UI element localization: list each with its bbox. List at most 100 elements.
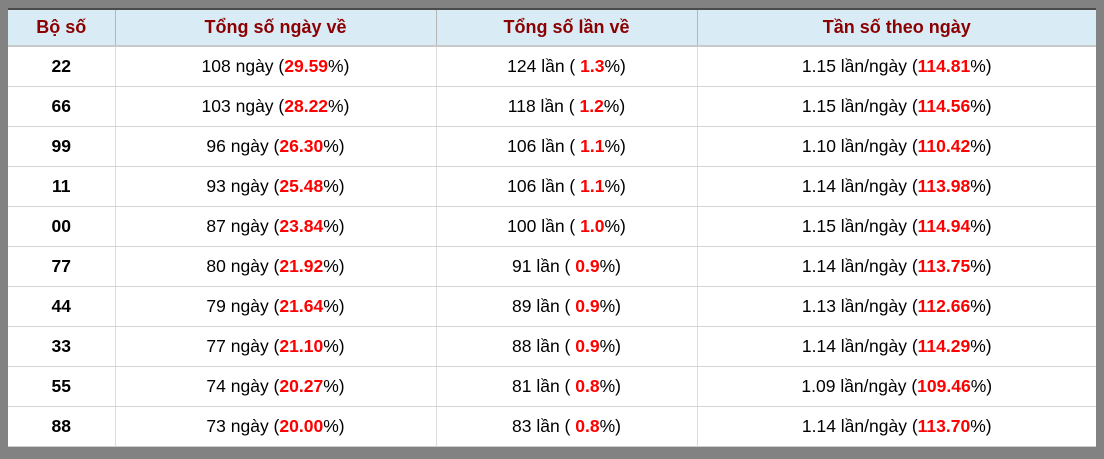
cell-number-set: 11 [8, 166, 116, 207]
cell-total-times: 118 lần ( 1.2%) [436, 86, 698, 127]
times-percent: 0.8 [575, 416, 600, 436]
table-row: 11 93 ngày (25.48%) 106 lần ( 1.1%) 1.14… [8, 166, 1096, 207]
lottery-stats-table: Bộ số Tổng số ngày về Tổng số lần về Tần… [8, 10, 1096, 447]
col-header-total-times: Tổng số lần về [436, 10, 698, 47]
number-set-value: 99 [51, 136, 71, 156]
frequency-text: 1.10 lần/ngày ( [801, 136, 918, 156]
times-percent: 0.8 [575, 376, 600, 396]
number-set-value: 88 [51, 416, 71, 436]
cell-total-times: 89 lần ( 0.9%) [436, 286, 698, 327]
cell-frequency: 1.14 lần/ngày (114.29%) [697, 326, 1096, 367]
table-row: 77 80 ngày (21.92%) 91 lần ( 0.9%) 1.14 … [8, 246, 1096, 287]
frequency-percent: 110.42 [917, 136, 971, 156]
percent-suffix: %) [604, 176, 626, 196]
cell-number-set: 99 [8, 126, 116, 167]
percent-suffix: %) [328, 56, 350, 76]
cell-total-days: 77 ngày (21.10%) [115, 326, 437, 367]
days-text: 96 ngày ( [206, 136, 280, 156]
frequency-text: 1.14 lần/ngày ( [801, 336, 918, 356]
frequency-percent: 114.56 [917, 96, 971, 116]
table-frame: Bộ số Tổng số ngày về Tổng số lần về Tần… [8, 8, 1096, 447]
times-text: 124 lần ( [507, 56, 581, 76]
times-text: 81 lần ( [512, 376, 576, 396]
frequency-text: 1.15 lần/ngày ( [801, 56, 918, 76]
frequency-text: 1.09 lần/ngày ( [801, 376, 918, 396]
percent-suffix: %) [323, 256, 345, 276]
frequency-percent: 112.66 [917, 296, 971, 316]
times-text: 88 lần ( [512, 336, 576, 356]
percent-suffix: %) [323, 176, 345, 196]
cell-total-days: 103 ngày (28.22%) [115, 86, 437, 127]
frequency-text: 1.14 lần/ngày ( [801, 416, 918, 436]
cell-number-set: 44 [8, 286, 116, 327]
days-text: 73 ngày ( [206, 416, 280, 436]
times-percent: 0.9 [575, 256, 600, 276]
days-text: 108 ngày ( [201, 56, 285, 76]
cell-total-days: 74 ngày (20.27%) [115, 366, 437, 407]
table-row: 44 79 ngày (21.64%) 89 lần ( 0.9%) 1.13 … [8, 286, 1096, 327]
percent-suffix: %) [323, 376, 345, 396]
times-text: 89 lần ( [512, 296, 576, 316]
table-row: 22 108 ngày (29.59%) 124 lần ( 1.3%) 1.1… [8, 46, 1096, 87]
percent-suffix: %) [323, 216, 345, 236]
percent-suffix: %) [970, 96, 992, 116]
percent-suffix: %) [599, 336, 621, 356]
cell-total-times: 83 lần ( 0.8%) [436, 406, 698, 447]
times-percent: 1.1 [580, 176, 605, 196]
days-percent: 23.84 [279, 216, 324, 236]
cell-number-set: 77 [8, 246, 116, 287]
days-percent: 26.30 [279, 136, 324, 156]
table-row: 33 77 ngày (21.10%) 88 lần ( 0.9%) 1.14 … [8, 326, 1096, 367]
frequency-percent: 114.29 [917, 336, 971, 356]
col-header-total-days: Tổng số ngày về [115, 10, 437, 47]
times-text: 106 lần ( [507, 176, 581, 196]
days-percent: 20.27 [279, 376, 324, 396]
days-percent: 21.10 [279, 336, 324, 356]
frequency-percent: 113.75 [917, 256, 971, 276]
frequency-text: 1.14 lần/ngày ( [801, 176, 918, 196]
frequency-percent: 113.98 [917, 176, 971, 196]
days-text: 77 ngày ( [206, 336, 280, 356]
percent-suffix: %) [970, 136, 992, 156]
table-row: 66 103 ngày (28.22%) 118 lần ( 1.2%) 1.1… [8, 86, 1096, 127]
frequency-percent: 109.46 [917, 376, 971, 396]
cell-frequency: 1.14 lần/ngày (113.70%) [697, 406, 1096, 447]
cell-frequency: 1.14 lần/ngày (113.98%) [697, 166, 1096, 207]
cell-total-days: 87 ngày (23.84%) [115, 206, 437, 247]
days-percent: 29.59 [284, 56, 329, 76]
percent-suffix: %) [970, 256, 992, 276]
percent-suffix: %) [599, 376, 621, 396]
cell-total-days: 96 ngày (26.30%) [115, 126, 437, 167]
percent-suffix: %) [970, 176, 992, 196]
percent-suffix: %) [970, 336, 992, 356]
percent-suffix: %) [323, 416, 345, 436]
cell-frequency: 1.15 lần/ngày (114.94%) [697, 206, 1096, 247]
times-text: 91 lần ( [512, 256, 576, 276]
col-header-number-set: Bộ số [8, 10, 116, 47]
cell-number-set: 88 [8, 406, 116, 447]
frequency-text: 1.15 lần/ngày ( [801, 96, 918, 116]
number-set-value: 33 [51, 336, 71, 356]
frequency-text: 1.15 lần/ngày ( [801, 216, 918, 236]
percent-suffix: %) [970, 296, 992, 316]
days-text: 87 ngày ( [206, 216, 280, 236]
percent-suffix: %) [599, 256, 621, 276]
times-text: 106 lần ( [507, 136, 581, 156]
percent-suffix: %) [970, 416, 992, 436]
days-percent: 21.92 [279, 256, 324, 276]
cell-total-days: 93 ngày (25.48%) [115, 166, 437, 207]
cell-total-times: 106 lần ( 1.1%) [436, 126, 698, 167]
cell-number-set: 00 [8, 206, 116, 247]
percent-suffix: %) [970, 376, 993, 396]
days-text: 80 ngày ( [206, 256, 280, 276]
cell-total-days: 79 ngày (21.64%) [115, 286, 437, 327]
number-set-value: 44 [51, 296, 71, 316]
header-row: Bộ số Tổng số ngày về Tổng số lần về Tần… [8, 10, 1096, 47]
cell-total-times: 91 lần ( 0.9%) [436, 246, 698, 287]
number-set-value: 77 [51, 256, 71, 276]
cell-number-set: 22 [8, 46, 116, 87]
days-text: 74 ngày ( [206, 376, 280, 396]
cell-frequency: 1.14 lần/ngày (113.75%) [697, 246, 1096, 287]
cell-frequency: 1.15 lần/ngày (114.56%) [697, 86, 1096, 127]
cell-total-times: 88 lần ( 0.9%) [436, 326, 698, 367]
